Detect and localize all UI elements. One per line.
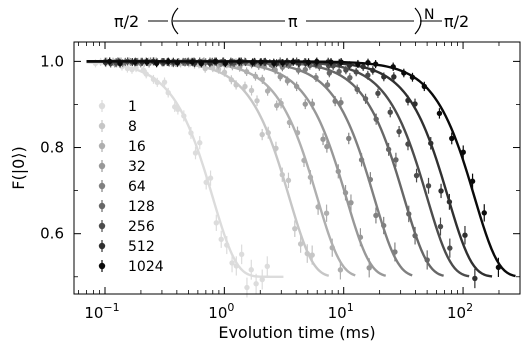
data-point — [393, 152, 399, 167]
y-tick-label: 0.6 — [40, 225, 64, 243]
data-point — [438, 183, 444, 199]
pulse-end-label: π/2 — [444, 12, 469, 31]
legend: 1 8 16 32 64 128 256 512 1024 — [94, 97, 164, 275]
x-tick-label: 102 — [447, 301, 473, 322]
legend-entry-1024: 1024 — [94, 257, 164, 275]
legend-label: 16 — [128, 139, 146, 155]
legend-label: 8 — [128, 119, 137, 135]
data-point — [436, 108, 443, 119]
legend-marker — [98, 162, 106, 170]
data-point — [396, 125, 402, 138]
data-point — [447, 238, 453, 258]
legend-label: 128 — [128, 199, 155, 215]
legend-label: 256 — [128, 219, 155, 235]
data-point — [320, 133, 326, 146]
data-point — [207, 170, 214, 186]
legend-entry-128: 128 — [94, 197, 155, 215]
data-point — [264, 256, 270, 277]
pulse-repeat-superscript: N — [424, 7, 434, 23]
data-point — [161, 77, 168, 87]
fit-curve-1024 — [86, 60, 516, 278]
data-point — [192, 146, 199, 160]
data-point — [348, 194, 354, 211]
legend-marker — [98, 222, 106, 230]
data-point — [264, 86, 271, 96]
data-point — [254, 95, 260, 107]
legend-entry-256: 256 — [94, 217, 155, 235]
legend-marker — [98, 182, 106, 190]
legend-marker — [98, 242, 106, 250]
y-axis-label: F(|0⟩) — [9, 146, 28, 190]
data-point — [481, 204, 487, 222]
data-point — [375, 88, 381, 99]
data-point — [425, 177, 432, 194]
data-point — [387, 107, 393, 118]
series-1024 — [86, 57, 516, 278]
axes: 10−1 100 101 102 0.6 0.8 1.0 — [40, 42, 521, 322]
data-point — [238, 244, 245, 265]
legend-entry-8: 8 — [94, 117, 146, 135]
legend-entry-16: 16 — [94, 137, 146, 155]
legend-marker — [98, 122, 106, 130]
data-point — [259, 128, 265, 141]
legend-label: 1 — [128, 99, 137, 115]
data-point — [213, 214, 220, 231]
data-point — [218, 230, 224, 248]
legend-marker — [98, 142, 106, 150]
legend-marker — [98, 262, 106, 270]
x-tick-label: 10−1 — [84, 301, 119, 322]
data-point — [242, 81, 248, 92]
plot-frame — [73, 41, 521, 295]
pulse-sequence: π/2 π N π/2 — [114, 7, 469, 35]
x-tick-label: 101 — [328, 301, 354, 322]
legend-label: 32 — [128, 159, 146, 175]
x-tick-label: 100 — [208, 301, 234, 322]
y-tick-label: 1.0 — [40, 52, 64, 70]
legend-label: 1024 — [128, 259, 164, 275]
legend-entry-512: 512 — [94, 237, 155, 255]
data-point — [373, 207, 379, 224]
legend-entry-1: 1 — [94, 97, 146, 115]
data-point — [297, 235, 304, 253]
pulse-start-label: π/2 — [114, 12, 139, 31]
data-point — [197, 136, 203, 150]
legend-marker — [98, 202, 106, 210]
data-point — [302, 99, 308, 110]
legend-entry-64: 64 — [94, 177, 146, 195]
data-point — [323, 204, 330, 222]
data-point — [248, 85, 255, 96]
pulse-open-bracket — [171, 7, 179, 35]
data-point — [274, 100, 280, 111]
pulse-middle-label: π — [288, 12, 298, 31]
data-point — [324, 140, 330, 153]
data-point — [449, 132, 455, 145]
data-point — [472, 268, 478, 289]
data-point — [259, 269, 265, 290]
data-point — [292, 220, 298, 237]
legend-entry-32: 32 — [94, 157, 146, 175]
legend-label: 64 — [128, 179, 146, 195]
data-point — [285, 172, 292, 189]
y-tick-label: 0.8 — [40, 139, 64, 157]
x-axis-label: Evolution time (ms) — [218, 323, 375, 342]
data-point — [413, 168, 420, 183]
legend-label: 512 — [128, 239, 155, 255]
data-point — [437, 217, 444, 236]
data-point — [462, 225, 468, 245]
data-point — [346, 132, 352, 145]
plot-area — [86, 57, 516, 298]
data-point — [391, 72, 397, 82]
legend-marker — [98, 102, 106, 110]
